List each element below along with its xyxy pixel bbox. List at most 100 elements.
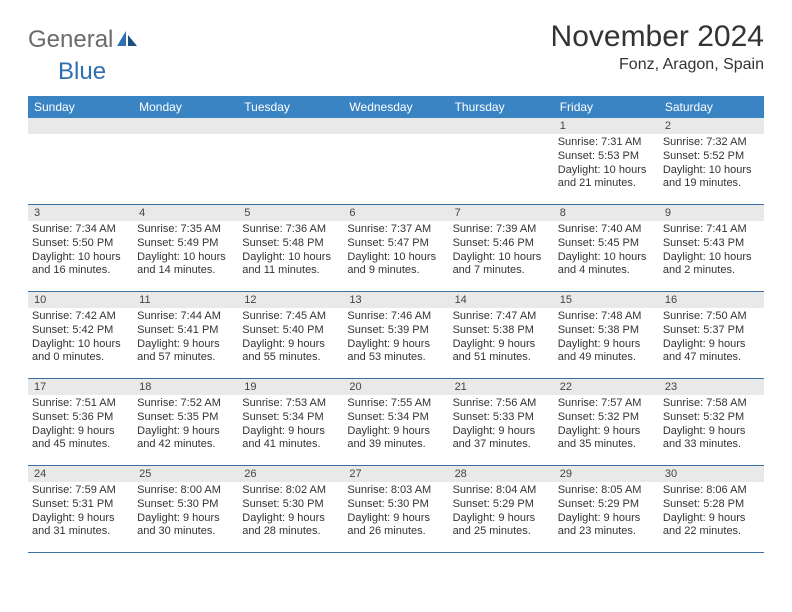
day-number: 16: [659, 292, 764, 308]
sunrise-text: Sunrise: 7:40 AM: [558, 223, 655, 237]
sunset-text: Sunset: 5:53 PM: [558, 150, 655, 164]
logo: General: [28, 26, 139, 54]
day-number: 1: [554, 118, 659, 134]
location: Fonz, Aragon, Spain: [551, 56, 764, 74]
day-body: Sunrise: 7:58 AMSunset: 5:32 PMDaylight:…: [659, 395, 764, 456]
day-body: [28, 134, 133, 140]
sunset-text: Sunset: 5:35 PM: [137, 411, 234, 425]
week-row: 24Sunrise: 7:59 AMSunset: 5:31 PMDayligh…: [28, 466, 764, 553]
sunset-text: Sunset: 5:32 PM: [558, 411, 655, 425]
daylight-text: Daylight: 9 hours and 47 minutes.: [663, 338, 760, 366]
day-body: Sunrise: 8:05 AMSunset: 5:29 PMDaylight:…: [554, 482, 659, 543]
sunset-text: Sunset: 5:43 PM: [663, 237, 760, 251]
day-body: Sunrise: 7:34 AMSunset: 5:50 PMDaylight:…: [28, 221, 133, 282]
calendar-page: General November 2024 Fonz, Aragon, Spai…: [0, 0, 792, 573]
sunrise-text: Sunrise: 7:59 AM: [32, 484, 129, 498]
sunrise-text: Sunrise: 8:04 AM: [453, 484, 550, 498]
daylight-text: Daylight: 9 hours and 45 minutes.: [32, 425, 129, 453]
day-number: 30: [659, 466, 764, 482]
sunset-text: Sunset: 5:38 PM: [558, 324, 655, 338]
day-number: 18: [133, 379, 238, 395]
day-cell: 20Sunrise: 7:55 AMSunset: 5:34 PMDayligh…: [343, 379, 448, 465]
day-cell: 4Sunrise: 7:35 AMSunset: 5:49 PMDaylight…: [133, 205, 238, 291]
sunrise-text: Sunrise: 7:31 AM: [558, 136, 655, 150]
calendar-grid: Sunday Monday Tuesday Wednesday Thursday…: [28, 96, 764, 553]
daylight-text: Daylight: 9 hours and 53 minutes.: [347, 338, 444, 366]
sunrise-text: Sunrise: 7:45 AM: [242, 310, 339, 324]
day-number: [343, 118, 448, 134]
day-cell: 27Sunrise: 8:03 AMSunset: 5:30 PMDayligh…: [343, 466, 448, 552]
day-number: 29: [554, 466, 659, 482]
daylight-text: Daylight: 9 hours and 23 minutes.: [558, 512, 655, 540]
day-number: 14: [449, 292, 554, 308]
sunrise-text: Sunrise: 8:00 AM: [137, 484, 234, 498]
day-cell: 17Sunrise: 7:51 AMSunset: 5:36 PMDayligh…: [28, 379, 133, 465]
week-row: 3Sunrise: 7:34 AMSunset: 5:50 PMDaylight…: [28, 205, 764, 292]
day-cell: [133, 118, 238, 204]
sunrise-text: Sunrise: 7:44 AM: [137, 310, 234, 324]
daylight-text: Daylight: 9 hours and 42 minutes.: [137, 425, 234, 453]
day-cell: 6Sunrise: 7:37 AMSunset: 5:47 PMDaylight…: [343, 205, 448, 291]
week-row: 1Sunrise: 7:31 AMSunset: 5:53 PMDaylight…: [28, 118, 764, 205]
sunrise-text: Sunrise: 8:06 AM: [663, 484, 760, 498]
week-row: 10Sunrise: 7:42 AMSunset: 5:42 PMDayligh…: [28, 292, 764, 379]
logo-blue: Blue: [58, 58, 106, 86]
day-body: Sunrise: 7:56 AMSunset: 5:33 PMDaylight:…: [449, 395, 554, 456]
day-number: [238, 118, 343, 134]
daylight-text: Daylight: 9 hours and 57 minutes.: [137, 338, 234, 366]
sunset-text: Sunset: 5:49 PM: [137, 237, 234, 251]
day-body: [133, 134, 238, 140]
day-number: 10: [28, 292, 133, 308]
day-body: Sunrise: 7:44 AMSunset: 5:41 PMDaylight:…: [133, 308, 238, 369]
sunset-text: Sunset: 5:30 PM: [347, 498, 444, 512]
day-body: Sunrise: 7:53 AMSunset: 5:34 PMDaylight:…: [238, 395, 343, 456]
day-number: 27: [343, 466, 448, 482]
day-cell: [343, 118, 448, 204]
logo-general: General: [28, 26, 113, 54]
day-cell: 7Sunrise: 7:39 AMSunset: 5:46 PMDaylight…: [449, 205, 554, 291]
sunrise-text: Sunrise: 7:41 AM: [663, 223, 760, 237]
daylight-text: Daylight: 9 hours and 51 minutes.: [453, 338, 550, 366]
sunset-text: Sunset: 5:38 PM: [453, 324, 550, 338]
dow-saturday: Saturday: [659, 96, 764, 118]
sunset-text: Sunset: 5:34 PM: [242, 411, 339, 425]
day-body: Sunrise: 7:45 AMSunset: 5:40 PMDaylight:…: [238, 308, 343, 369]
sunrise-text: Sunrise: 8:05 AM: [558, 484, 655, 498]
day-cell: 11Sunrise: 7:44 AMSunset: 5:41 PMDayligh…: [133, 292, 238, 378]
day-cell: 2Sunrise: 7:32 AMSunset: 5:52 PMDaylight…: [659, 118, 764, 204]
day-body: Sunrise: 7:37 AMSunset: 5:47 PMDaylight:…: [343, 221, 448, 282]
day-number: 20: [343, 379, 448, 395]
dow-thursday: Thursday: [449, 96, 554, 118]
sunset-text: Sunset: 5:37 PM: [663, 324, 760, 338]
day-cell: 12Sunrise: 7:45 AMSunset: 5:40 PMDayligh…: [238, 292, 343, 378]
sunrise-text: Sunrise: 7:32 AM: [663, 136, 760, 150]
day-number: 25: [133, 466, 238, 482]
daylight-text: Daylight: 9 hours and 39 minutes.: [347, 425, 444, 453]
sunset-text: Sunset: 5:29 PM: [558, 498, 655, 512]
day-cell: 9Sunrise: 7:41 AMSunset: 5:43 PMDaylight…: [659, 205, 764, 291]
daylight-text: Daylight: 10 hours and 19 minutes.: [663, 164, 760, 192]
day-body: Sunrise: 7:32 AMSunset: 5:52 PMDaylight:…: [659, 134, 764, 195]
sunrise-text: Sunrise: 8:03 AM: [347, 484, 444, 498]
sunset-text: Sunset: 5:33 PM: [453, 411, 550, 425]
day-number: 22: [554, 379, 659, 395]
day-number: 4: [133, 205, 238, 221]
sunset-text: Sunset: 5:28 PM: [663, 498, 760, 512]
daylight-text: Daylight: 10 hours and 11 minutes.: [242, 251, 339, 279]
day-body: Sunrise: 7:59 AMSunset: 5:31 PMDaylight:…: [28, 482, 133, 543]
day-body: [238, 134, 343, 140]
day-number: [28, 118, 133, 134]
sunset-text: Sunset: 5:46 PM: [453, 237, 550, 251]
daylight-text: Daylight: 10 hours and 16 minutes.: [32, 251, 129, 279]
day-body: Sunrise: 8:06 AMSunset: 5:28 PMDaylight:…: [659, 482, 764, 543]
day-body: Sunrise: 7:51 AMSunset: 5:36 PMDaylight:…: [28, 395, 133, 456]
day-body: Sunrise: 7:31 AMSunset: 5:53 PMDaylight:…: [554, 134, 659, 195]
daylight-text: Daylight: 9 hours and 25 minutes.: [453, 512, 550, 540]
sunset-text: Sunset: 5:29 PM: [453, 498, 550, 512]
day-cell: 29Sunrise: 8:05 AMSunset: 5:29 PMDayligh…: [554, 466, 659, 552]
day-number: 13: [343, 292, 448, 308]
day-number: 23: [659, 379, 764, 395]
sunrise-text: Sunrise: 7:36 AM: [242, 223, 339, 237]
day-body: Sunrise: 7:35 AMSunset: 5:49 PMDaylight:…: [133, 221, 238, 282]
day-body: Sunrise: 7:46 AMSunset: 5:39 PMDaylight:…: [343, 308, 448, 369]
